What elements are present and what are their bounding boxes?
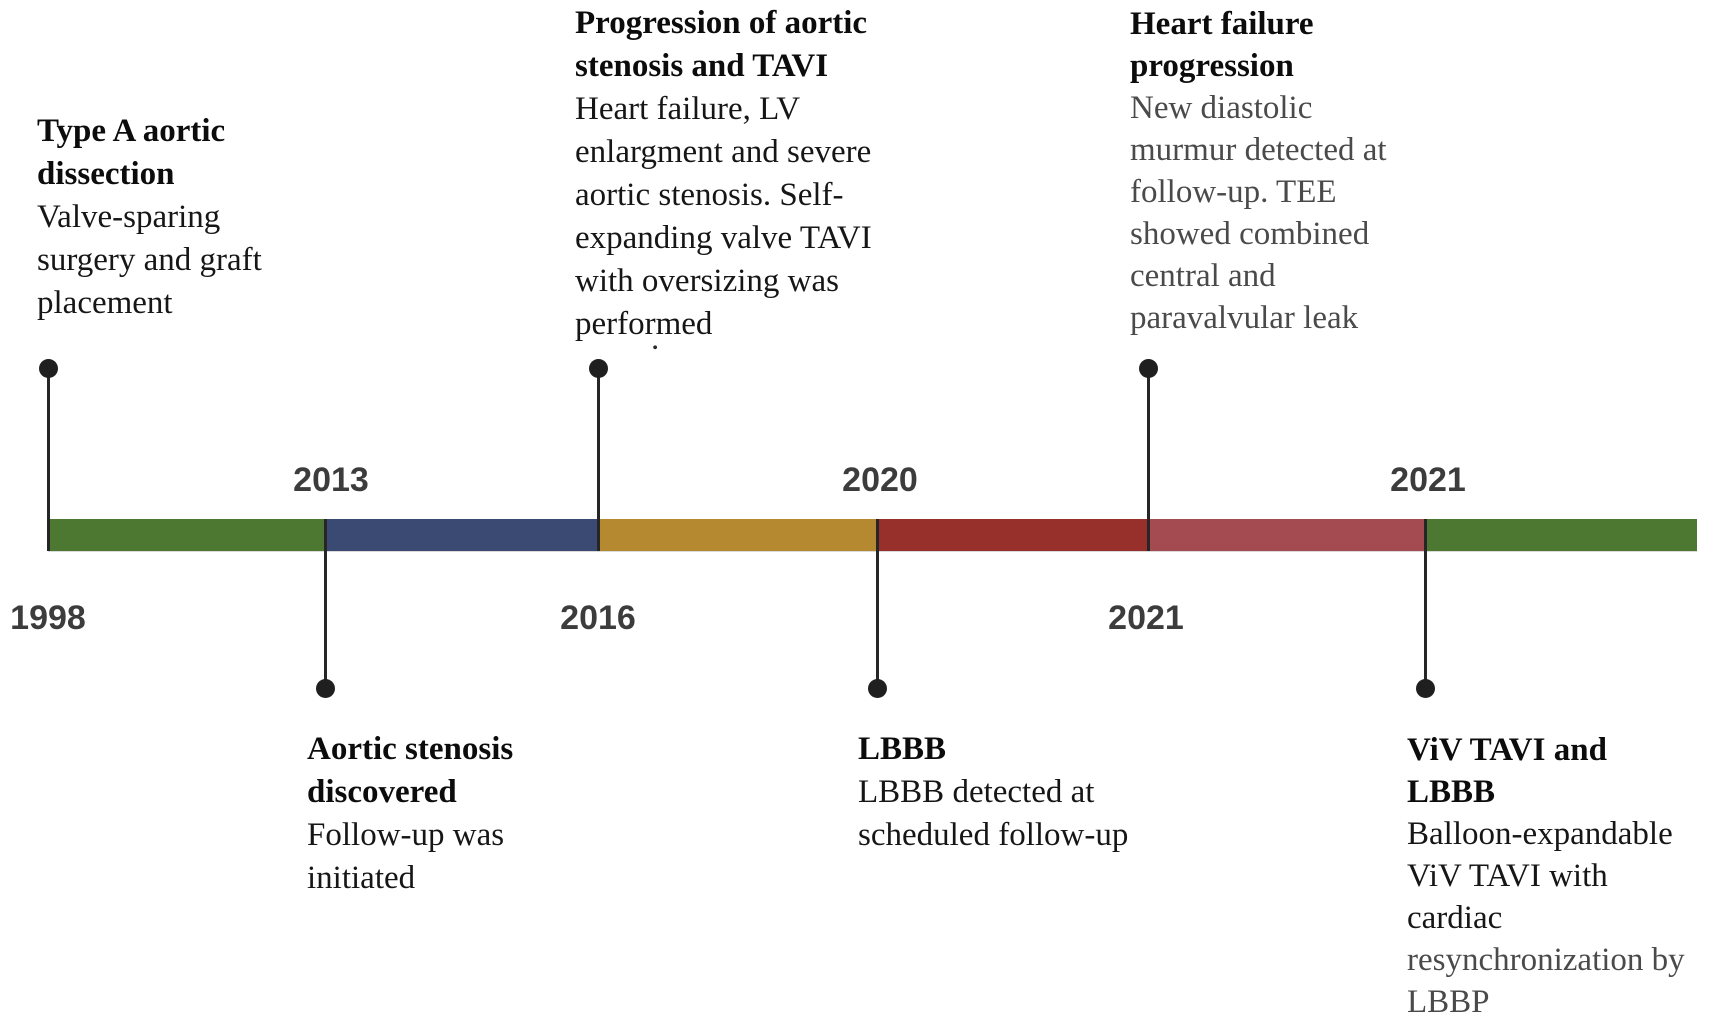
stray-period-artifact: . bbox=[651, 321, 660, 357]
event-progression-aortic-stenosis-tavi: Progression of aortic stenosis and TAVI H… bbox=[575, 2, 915, 346]
timeline-marker-line bbox=[596, 368, 600, 551]
event-title: Aortic stenosis discovered bbox=[307, 728, 647, 814]
timeline-segment-green-2 bbox=[1425, 519, 1697, 551]
event-title-line: Progression of aortic bbox=[575, 5, 868, 41]
event-viv-tavi-and-lbbb: ViV TAVI and LBBB Balloon-expandable ViV T… bbox=[1407, 729, 1717, 1018]
event-body-line: LBBP bbox=[1407, 984, 1490, 1018]
event-title: LBBB bbox=[858, 728, 1198, 771]
timeline-marker-dot bbox=[315, 678, 335, 698]
year-label-2020: 2020 bbox=[842, 461, 918, 499]
event-body-line: resynchronization by bbox=[1407, 942, 1685, 978]
event-title: Type A aortic dissection bbox=[37, 110, 377, 196]
year-label-2021-below: 2021 bbox=[1108, 599, 1184, 637]
event-body-line: LBBB detected at bbox=[858, 774, 1095, 810]
event-title-line: stenosis and TAVI bbox=[575, 48, 829, 84]
event-body-line: paravalvular leak bbox=[1130, 300, 1359, 336]
event-body-line: with oversizing was bbox=[575, 263, 839, 299]
timeline-marker-line bbox=[1146, 368, 1150, 551]
event-body: New diastolic murmur detected at follow-up… bbox=[1130, 87, 1470, 339]
event-title-line: LBBB bbox=[1407, 774, 1496, 810]
event-title-line: Type A aortic bbox=[37, 113, 226, 149]
event-title: ViV TAVI and LBBB bbox=[1407, 729, 1717, 813]
event-body: Follow-up was initiated bbox=[307, 814, 647, 900]
event-body-line: aortic stenosis. Self- bbox=[575, 177, 844, 213]
timeline-marker-dot bbox=[1415, 678, 1435, 698]
event-body: Heart failure, LV enlargment and severe ao… bbox=[575, 88, 915, 346]
event-title-line: discovered bbox=[307, 774, 457, 810]
timeline-marker-dot bbox=[38, 358, 58, 378]
event-title-line: progression bbox=[1130, 48, 1294, 84]
timeline-segment-lightred bbox=[1148, 519, 1425, 551]
timeline-segment-darkred bbox=[877, 519, 1148, 551]
timeline-segment-gold bbox=[598, 519, 877, 551]
timeline-segment-green-1 bbox=[48, 519, 326, 551]
event-title: Progression of aortic stenosis and TAVI bbox=[575, 2, 915, 88]
timeline-marker-line bbox=[1423, 519, 1427, 688]
timeline-marker-line bbox=[875, 519, 879, 688]
timeline-marker-line bbox=[46, 368, 50, 551]
event-title-line: Aortic stenosis bbox=[307, 731, 514, 767]
event-body-line: enlargment and severe bbox=[575, 134, 872, 170]
event-body-line: ViV TAVI with bbox=[1407, 858, 1608, 894]
timeline-marker-dot bbox=[588, 358, 608, 378]
year-label-2013: 2013 bbox=[293, 461, 369, 499]
event-heart-failure-progression: Heart failure progression New diastolic mu… bbox=[1130, 3, 1470, 339]
event-body-line: Balloon-expandable bbox=[1407, 816, 1673, 852]
event-lbbb: LBBB LBBB detected at scheduled follow-up bbox=[858, 728, 1198, 857]
timeline-bar bbox=[48, 519, 1697, 551]
year-label-2016: 2016 bbox=[560, 599, 636, 637]
event-body-line: Follow-up was bbox=[307, 817, 505, 853]
event-type-a-aortic-dissection: Type A aortic dissection Valve-sparing sur… bbox=[37, 110, 377, 325]
event-body-line: placement bbox=[37, 285, 173, 321]
event-body: LBBB detected at scheduled follow-up bbox=[858, 771, 1198, 857]
event-body-line: surgery and graft bbox=[37, 242, 262, 278]
event-body-line: cardiac bbox=[1407, 900, 1503, 936]
year-label-2021-above: 2021 bbox=[1390, 461, 1466, 499]
event-body-line: performed bbox=[575, 306, 713, 342]
event-title-line: ViV TAVI and bbox=[1407, 732, 1607, 768]
year-label-1998: 1998 bbox=[10, 599, 86, 637]
event-body: Valve-sparing surgery and graft placement bbox=[37, 196, 377, 325]
event-body-line: New diastolic bbox=[1130, 90, 1313, 126]
event-body: Balloon-expandable ViV TAVI with cardiac re… bbox=[1407, 813, 1717, 1018]
timeline-segment-navy bbox=[326, 519, 598, 551]
event-body-line: expanding valve TAVI bbox=[575, 220, 872, 256]
event-body-line: murmur detected at bbox=[1130, 132, 1387, 168]
event-title: Heart failure progression bbox=[1130, 3, 1470, 87]
timeline-marker-dot bbox=[1138, 358, 1158, 378]
event-body-line: follow-up. TEE bbox=[1130, 174, 1337, 210]
event-body-line: showed combined bbox=[1130, 216, 1370, 252]
event-body-line: central and bbox=[1130, 258, 1276, 294]
event-body-line: Valve-sparing bbox=[37, 199, 221, 235]
event-title-line: LBBB bbox=[858, 731, 947, 767]
timeline-marker-dot bbox=[867, 678, 887, 698]
event-title-line: dissection bbox=[37, 156, 175, 192]
event-title-line: Heart failure bbox=[1130, 6, 1314, 42]
event-body-line: scheduled follow-up bbox=[858, 817, 1129, 853]
timeline-marker-line bbox=[323, 519, 327, 688]
event-aortic-stenosis-discovered: Aortic stenosis discovered Follow-up was i… bbox=[307, 728, 647, 900]
event-body-line: Heart failure, LV bbox=[575, 91, 801, 127]
event-body-line: initiated bbox=[307, 860, 416, 896]
